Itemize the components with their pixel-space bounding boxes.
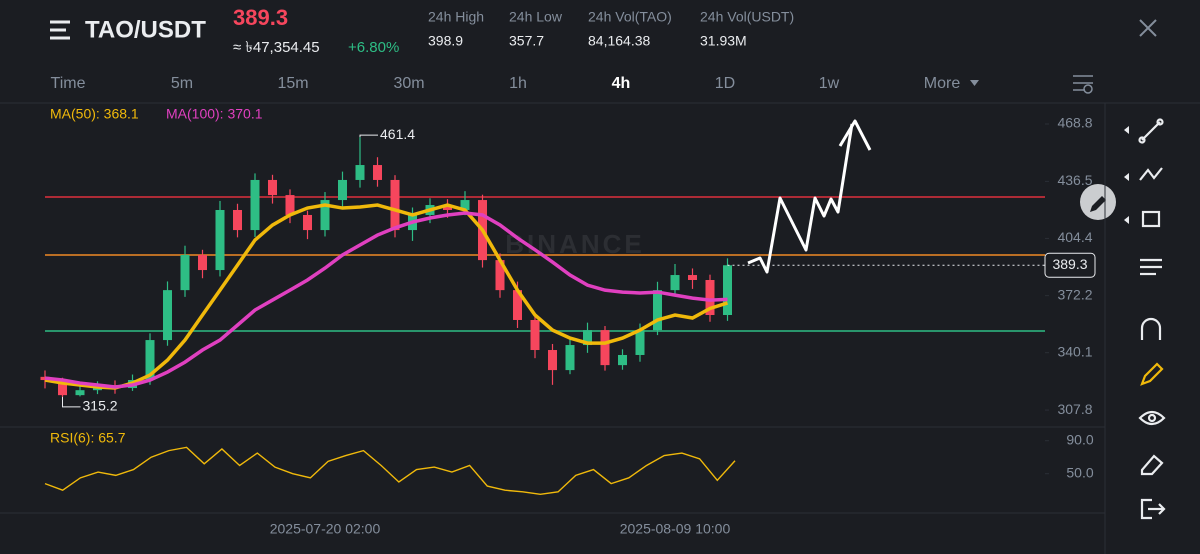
annotation-label: 461.4 [380, 126, 415, 142]
magnet-tool[interactable] [1140, 317, 1162, 340]
conversion: ≈ ৳47,354.45 [233, 39, 320, 56]
candle-body [303, 214, 312, 231]
candle-body [513, 290, 522, 320]
y-tick-label: 340.1 [1057, 343, 1092, 359]
exit-tool[interactable] [1140, 498, 1166, 520]
edit-button[interactable] [1080, 184, 1116, 220]
rsi-line [44, 446, 736, 496]
dropdown-caret [970, 80, 979, 86]
rsi-tick-label: 90.0 [1066, 431, 1093, 447]
x-tick-label: 2025-08-09 10:00 [620, 521, 731, 537]
timeframe-tab[interactable]: 1w [819, 75, 840, 92]
legend-entry: MA(100): 370.1 [166, 106, 263, 122]
stat-value: 84,164.38 [588, 33, 650, 49]
price: 389.3 [233, 5, 288, 30]
candle-body [355, 165, 365, 180]
candle-body [583, 330, 592, 346]
stat-value: 398.9 [428, 33, 463, 49]
candle-body [163, 290, 172, 341]
candle-body [548, 350, 557, 371]
candle-body [443, 205, 452, 210]
timeframe-tab[interactable]: More [924, 75, 961, 92]
annotation-leader [62, 396, 81, 408]
eraser-tool[interactable] [1140, 454, 1164, 476]
drawn-arrow [747, 119, 872, 274]
candle-body [565, 345, 575, 371]
y-tick-label: 307.8 [1057, 401, 1092, 417]
x-tick-label: 2025-07-20 02:00 [270, 521, 381, 537]
candle-body [75, 390, 85, 396]
candle-body [58, 380, 67, 396]
rsi-legend: RSI(6): 65.7 [50, 430, 126, 446]
candle-body [495, 260, 505, 291]
candle-body [198, 254, 207, 271]
menu-icon[interactable] [50, 20, 70, 40]
candle-body [600, 330, 610, 366]
candle-body [250, 179, 260, 231]
candle-body [460, 200, 470, 210]
timeframe-tab[interactable]: 4h [612, 75, 631, 92]
stat-label: 24h Low [509, 9, 563, 25]
ma-line [44, 203, 729, 390]
change: +6.80% [348, 39, 399, 56]
shape-tool[interactable] [1141, 210, 1161, 228]
timeframe-tab[interactable]: 1D [715, 75, 735, 92]
y-tick-label: 404.4 [1057, 229, 1092, 245]
candle-body [373, 165, 382, 180]
last-price-label: 389.3 [1052, 256, 1087, 272]
annotation-leader [359, 134, 378, 138]
candle-body [670, 275, 680, 291]
candle-body [285, 195, 295, 215]
last-price-box [1044, 252, 1096, 278]
trendline-tool[interactable] [1138, 118, 1164, 144]
candle-body [338, 179, 347, 201]
y-tick-label: 468.8 [1057, 115, 1092, 131]
candle-body [390, 179, 400, 231]
candle-body [268, 179, 277, 196]
fib-tool[interactable] [1139, 167, 1163, 181]
candle-body [618, 354, 627, 366]
y-tick-label: 372.2 [1057, 286, 1092, 302]
timeframe-tab[interactable]: 1h [509, 75, 527, 92]
candle-body [320, 200, 330, 231]
candle-body [723, 265, 732, 316]
timeframe-tab[interactable]: Time [51, 75, 86, 92]
candle-body [180, 254, 190, 291]
timeframe-tab[interactable]: 15m [277, 75, 308, 92]
candle-body [653, 290, 662, 331]
annotation-label: 315.2 [83, 398, 118, 414]
stat-label: 24h Vol(TAO) [588, 9, 672, 25]
eye-tool[interactable] [1138, 410, 1166, 426]
close-button[interactable] [1139, 19, 1157, 37]
legend-entry: MA(50): 368.1 [50, 106, 139, 122]
stat-value: 31.93M [700, 33, 747, 49]
timeframe-tab[interactable]: 30m [393, 75, 424, 92]
pencil-tool[interactable] [1140, 362, 1164, 386]
stat-label: 24h Vol(USDT) [700, 9, 794, 25]
chart-settings[interactable] [1073, 75, 1093, 94]
rsi-tick-label: 50.0 [1066, 464, 1093, 480]
candle-body [215, 209, 225, 271]
stat-label: 24h High [428, 9, 484, 25]
candle-body [530, 319, 540, 351]
stat-value: 357.7 [509, 33, 544, 49]
y-tick-label: 436.5 [1057, 172, 1092, 188]
timeframe-tab[interactable]: 5m [171, 75, 193, 92]
pair[interactable]: TAO/USDT [85, 16, 206, 43]
candle-body [688, 275, 697, 281]
candle-body [635, 330, 645, 355]
toolbar [1124, 118, 1166, 520]
candle-body [705, 280, 715, 316]
ma-line [44, 211, 728, 389]
candle-body [233, 209, 242, 231]
candle-body [145, 340, 155, 381]
lines-tool[interactable] [1140, 258, 1162, 276]
